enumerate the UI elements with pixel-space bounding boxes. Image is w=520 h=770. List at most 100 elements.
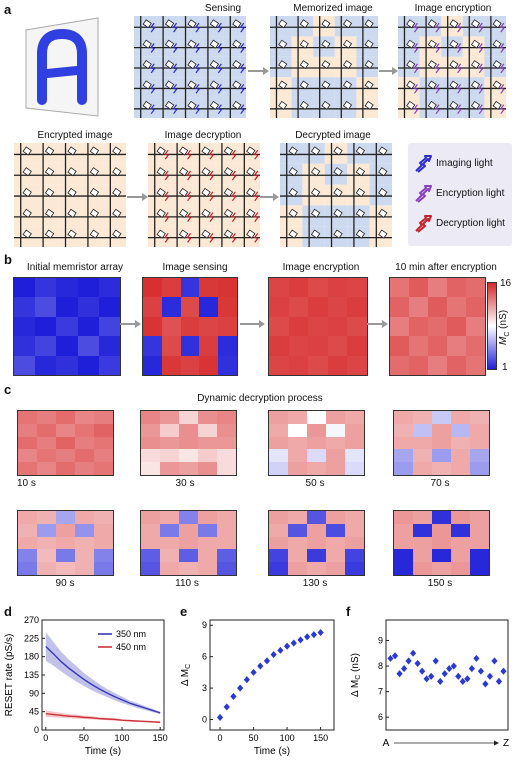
memristor-icon xyxy=(44,229,55,239)
memristor-icon xyxy=(492,80,502,90)
crossbar-cell xyxy=(148,226,171,247)
light-legend: Imaging light Encryption light Decryptio… xyxy=(408,143,512,246)
heat-cell xyxy=(75,536,94,550)
heat-cell xyxy=(198,549,217,563)
heat-cell xyxy=(413,423,432,437)
light-bolt-icon xyxy=(150,104,156,115)
heat-cell xyxy=(345,449,364,463)
crossbar-cell xyxy=(148,205,171,227)
memristor-icon xyxy=(310,146,321,156)
heat-cell xyxy=(326,536,345,550)
crossbar-cell xyxy=(280,226,303,247)
crossbar-cell xyxy=(134,56,157,78)
light-bolt-icon xyxy=(186,170,192,181)
crossbar-cell xyxy=(302,184,325,206)
data-point xyxy=(216,712,224,722)
crossbar-cell xyxy=(192,143,216,164)
heat-cell xyxy=(75,449,94,463)
memristor-icon xyxy=(178,146,189,156)
heat-cell xyxy=(14,336,36,356)
memristor-icon xyxy=(223,167,234,177)
heat-cell xyxy=(37,462,56,475)
crossbar-cell xyxy=(178,77,202,98)
data-point xyxy=(463,674,472,684)
heat-cell xyxy=(345,423,364,437)
memristor-icon xyxy=(232,100,242,110)
memristor-icon xyxy=(112,208,122,218)
light-bolt-icon xyxy=(239,104,245,115)
memristor-icon xyxy=(232,39,242,49)
memristor-icon xyxy=(321,80,331,90)
crossbar-cell xyxy=(356,36,378,57)
heat-cell xyxy=(198,523,217,537)
panel-d-label: d xyxy=(4,604,12,619)
crossbar-cell xyxy=(291,97,314,118)
heat-cell xyxy=(75,511,94,524)
memristor-icon xyxy=(142,19,152,29)
arrow-a1 xyxy=(248,67,269,75)
heat-cell xyxy=(409,355,428,375)
chart-d: 0 50 100 150 0 45 90 135 180 225 270 Time (s) RESET … xyxy=(4,615,168,757)
heat-cell xyxy=(180,297,200,317)
crossbar-cell xyxy=(291,56,314,78)
heat-cell xyxy=(451,562,470,575)
memristor-icon xyxy=(321,19,331,29)
crossbar-cell xyxy=(324,163,348,185)
memristor-icon xyxy=(246,167,256,177)
heat-cell xyxy=(161,297,181,317)
crossbar-cell xyxy=(441,77,463,98)
heat-cell xyxy=(198,511,217,524)
memristor-icon xyxy=(201,167,211,177)
heat-cell xyxy=(327,316,348,337)
memristor-icon xyxy=(406,39,416,49)
heat-cell xyxy=(390,278,409,298)
heat-cell xyxy=(432,449,451,463)
x-axis-label: Time (s) xyxy=(85,746,121,757)
crossbar-cell xyxy=(369,226,392,247)
memristor-icon xyxy=(156,187,166,198)
light-bolt-icon xyxy=(186,149,192,160)
heat-cell xyxy=(198,449,217,463)
memristor-icon xyxy=(209,80,220,90)
light-bolt-icon xyxy=(499,104,505,115)
memristor-icon xyxy=(112,167,122,177)
c-title: Dynamic decryption process xyxy=(197,393,323,404)
data-point xyxy=(499,666,508,676)
memristor-icon xyxy=(288,229,298,239)
light-bolt-icon xyxy=(208,212,214,222)
data-point xyxy=(409,648,418,658)
memristor-icon xyxy=(232,60,242,70)
heat-cell xyxy=(308,297,328,317)
arrow-b3 xyxy=(367,320,388,328)
memristor-icon xyxy=(449,39,459,49)
light-bolt-icon xyxy=(239,83,245,94)
crossbar-cell xyxy=(156,36,179,57)
crossbar-cell xyxy=(58,205,82,227)
heat-cell xyxy=(75,523,94,537)
memristor-icon xyxy=(223,146,234,156)
light-bolt-icon xyxy=(413,22,419,33)
memristor-icon xyxy=(427,60,437,70)
heat-cell xyxy=(269,536,288,550)
encryption-light-icon xyxy=(415,185,432,203)
crossbar-cell xyxy=(369,163,392,185)
heat-cell xyxy=(14,278,36,298)
heat-cell xyxy=(345,462,364,475)
light-bolt-icon xyxy=(194,104,200,115)
heat-cell xyxy=(288,423,307,437)
y-tick-label: 8 xyxy=(378,661,383,671)
crossbar-cell xyxy=(313,16,335,37)
heat-cell xyxy=(199,336,219,356)
light-bolt-icon xyxy=(456,104,462,115)
heat-cell xyxy=(326,449,345,463)
heat-cell xyxy=(161,336,181,356)
memristor-icon xyxy=(470,80,481,90)
crossbar-cell xyxy=(280,163,303,185)
crossbar-cell xyxy=(36,184,59,206)
memristor-icon xyxy=(406,80,416,90)
heat-cell xyxy=(18,449,37,463)
heat-cell xyxy=(327,355,348,375)
crossbar-cell xyxy=(356,97,378,118)
panel-c-label: c xyxy=(4,382,12,397)
heat-cell xyxy=(94,411,113,424)
